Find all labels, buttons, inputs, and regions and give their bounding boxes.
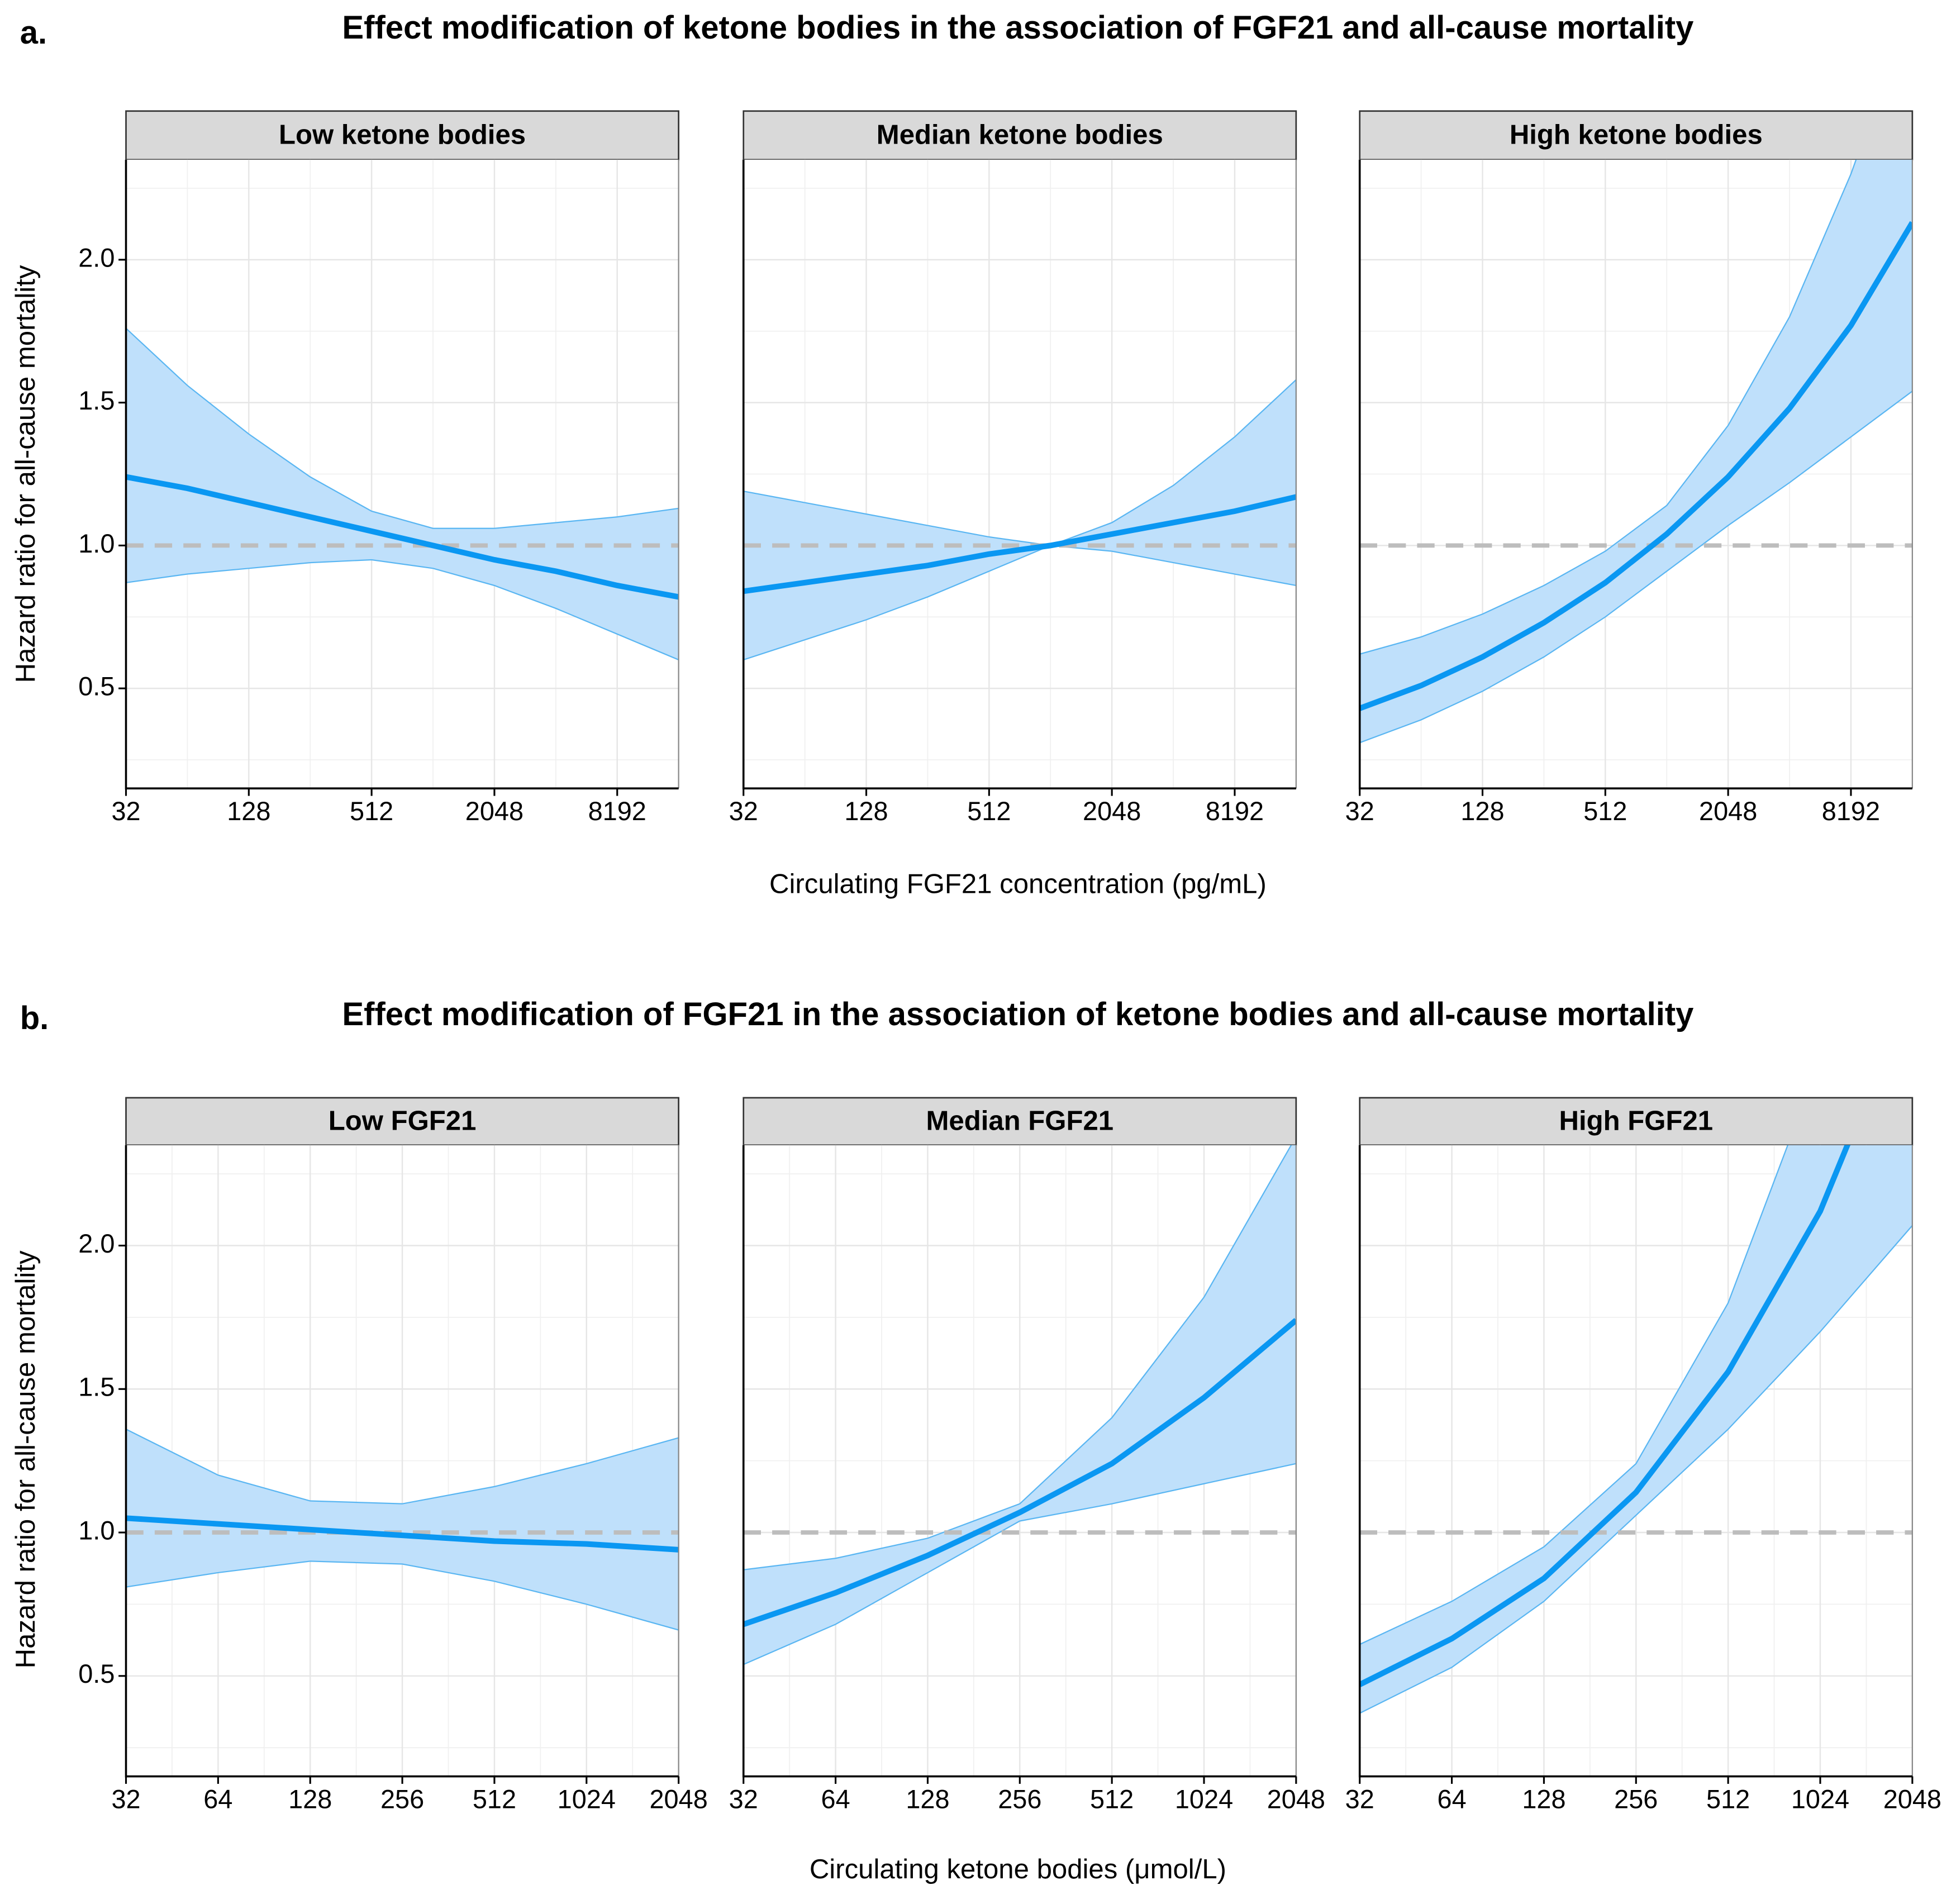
estimate-line (126, 474, 679, 600)
x-tick-label: 256 (380, 1785, 424, 1814)
y-tick-label: 1.0 (78, 529, 115, 558)
x-tick-label: 1024 (1791, 1785, 1849, 1814)
strip-title: Low ketone bodies (279, 120, 526, 150)
plot-area (1359, 159, 1912, 744)
x-tick-label: 128 (844, 797, 888, 826)
x-tick-label: 64 (203, 1785, 232, 1814)
confidence-band (1359, 159, 1912, 744)
strip-title: Median ketone bodies (877, 120, 1163, 150)
x-tick-label: 64 (821, 1785, 850, 1814)
x-tick-label: 2048 (1883, 1785, 1941, 1814)
x-tick-label: 128 (1522, 1785, 1565, 1814)
x-tick-label: 2048 (1699, 797, 1757, 826)
strip-title: Median FGF21 (926, 1106, 1113, 1136)
row-title: Effect modification of ketone bodies in … (342, 9, 1693, 46)
strip-title: High ketone bodies (1510, 120, 1763, 150)
x-tick-label: 512 (473, 1785, 516, 1814)
confidence-band (126, 327, 679, 661)
x-tick-label: 128 (288, 1785, 332, 1814)
strip (1359, 110, 1914, 161)
x-tick-label: 2048 (1267, 1785, 1325, 1814)
x-tick-label: 512 (1706, 1785, 1750, 1814)
y-tick-label: 2.0 (78, 1229, 115, 1258)
confidence-band (126, 1428, 679, 1631)
x-tick-label: 1024 (558, 1785, 616, 1814)
x-tick-label: 2048 (465, 797, 523, 826)
plot-area (743, 1145, 1296, 1665)
x-tick-label: 512 (1090, 1785, 1134, 1814)
y-tick-label: 1.5 (78, 386, 115, 415)
x-tick-label: 32 (729, 1785, 758, 1814)
y-tick-label: 0.5 (78, 1659, 115, 1688)
plot-area (126, 327, 679, 661)
x-tick-label: 64 (1438, 1785, 1467, 1814)
confidence-band (743, 1145, 1296, 1665)
strip (743, 1097, 1297, 1146)
x-tick-label: 2048 (1083, 797, 1141, 826)
panel-label: b. (20, 1000, 49, 1036)
strip (1359, 1097, 1914, 1146)
x-tick-label: 2048 (649, 1785, 707, 1814)
x-tick-label: 128 (906, 1785, 949, 1814)
plot-area (1359, 1145, 1912, 1714)
strip (125, 1097, 679, 1146)
x-tick-label: 8192 (588, 797, 646, 826)
row-title: Effect modification of FGF21 in the asso… (342, 996, 1693, 1032)
y-tick-label: 2.0 (78, 243, 115, 272)
plot-area (126, 1428, 679, 1631)
x-tick-label: 32 (111, 797, 140, 826)
x-tick-label: 32 (729, 797, 758, 826)
y-tick-label: 1.0 (78, 1516, 115, 1545)
y-axis-label: Hazard ratio for all-cause mortality (11, 1250, 41, 1668)
x-tick-label: 512 (967, 797, 1011, 826)
x-tick-label: 512 (350, 797, 393, 826)
x-tick-label: 32 (111, 1785, 140, 1814)
estimate-line (743, 1318, 1296, 1627)
x-tick-label: 256 (1614, 1785, 1658, 1814)
x-axis-label: Circulating FGF21 concentration (pg/mL) (769, 869, 1267, 899)
confidence-band (743, 379, 1296, 661)
estimate-line (1359, 221, 1912, 711)
x-tick-label: 512 (1583, 797, 1627, 826)
y-tick-label: 0.5 (78, 672, 115, 701)
estimate-line (743, 494, 1296, 594)
x-tick-label: 32 (1345, 1785, 1374, 1814)
strip (125, 110, 679, 161)
strip-title: High FGF21 (1559, 1106, 1714, 1136)
x-tick-label: 128 (1460, 797, 1504, 826)
strip (743, 110, 1297, 161)
y-tick-label: 1.5 (78, 1373, 115, 1402)
x-tick-label: 256 (998, 1785, 1041, 1814)
plot-area (743, 379, 1296, 661)
x-tick-label: 8192 (1206, 797, 1264, 826)
x-tick-label: 128 (227, 797, 270, 826)
strip-title: Low FGF21 (329, 1106, 477, 1136)
x-tick-label: 1024 (1175, 1785, 1233, 1814)
estimate-line (1359, 1145, 1851, 1687)
x-axis-label: Circulating ketone bodies (μmol/L) (810, 1854, 1226, 1884)
estimate-line (126, 1515, 679, 1553)
panel-label: a. (20, 15, 47, 51)
x-tick-label: 32 (1345, 797, 1374, 826)
y-axis-label: Hazard ratio for all-cause mortality (11, 265, 41, 683)
x-tick-label: 8192 (1822, 797, 1880, 826)
